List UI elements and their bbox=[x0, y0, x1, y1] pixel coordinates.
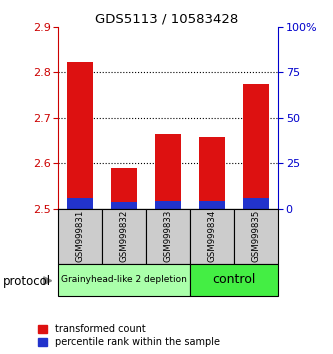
Bar bbox=[234, 209, 278, 264]
Bar bbox=[243, 84, 269, 209]
Text: GDS5113 / 10583428: GDS5113 / 10583428 bbox=[95, 12, 238, 25]
Bar bbox=[190, 264, 278, 296]
Bar bbox=[58, 209, 102, 264]
Bar bbox=[146, 209, 190, 264]
Bar bbox=[155, 134, 181, 209]
Bar bbox=[67, 198, 94, 209]
Text: GSM999832: GSM999832 bbox=[120, 210, 129, 262]
Bar bbox=[102, 209, 146, 264]
Text: GSM999834: GSM999834 bbox=[207, 210, 217, 262]
Text: Grainyhead-like 2 depletion: Grainyhead-like 2 depletion bbox=[61, 275, 187, 284]
Bar bbox=[199, 201, 225, 209]
Bar bbox=[111, 168, 138, 209]
Text: GSM999835: GSM999835 bbox=[251, 210, 261, 262]
Bar bbox=[58, 264, 190, 296]
Bar bbox=[67, 62, 94, 209]
Bar bbox=[111, 201, 138, 209]
Bar bbox=[190, 209, 234, 264]
Text: GSM999831: GSM999831 bbox=[76, 210, 85, 262]
Bar bbox=[243, 198, 269, 209]
Legend: transformed count, percentile rank within the sample: transformed count, percentile rank withi… bbox=[38, 325, 220, 347]
Text: GSM999833: GSM999833 bbox=[164, 210, 173, 262]
Text: protocol: protocol bbox=[3, 275, 52, 288]
Bar bbox=[199, 137, 225, 209]
Text: control: control bbox=[212, 273, 256, 286]
Bar bbox=[155, 201, 181, 209]
